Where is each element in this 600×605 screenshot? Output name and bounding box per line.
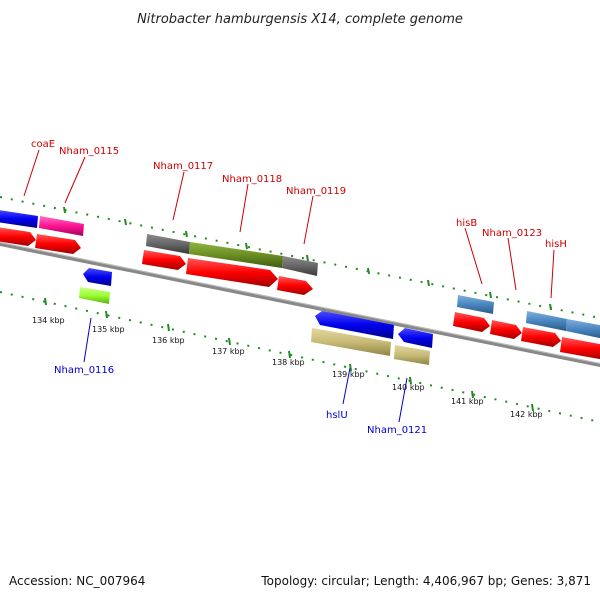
tick-label-135: 135 kbp [92, 325, 125, 334]
ruler-upper-tick [306, 254, 309, 262]
ruler-lower-tick [167, 323, 170, 332]
cds-hisB-arrow[interactable] [453, 312, 490, 332]
ruler-upper-major-ticks [63, 206, 552, 311]
gene-label-hisH: hisH [545, 239, 567, 250]
cds-hslU-arrow[interactable] [315, 311, 394, 339]
gene-label-nham0118: Nham_0118 [222, 174, 282, 185]
ruler-upper-tick [124, 218, 127, 226]
ruler-upper-tick [367, 267, 370, 275]
gene-nham0117-feature[interactable] [146, 234, 190, 254]
footer-summary: Topology: circular; Length: 4,406,967 bp… [260, 574, 591, 588]
leader-nham0118 [239, 183, 249, 233]
ruler-lower-tick [44, 297, 47, 306]
cds-nham0117-arrow[interactable] [142, 250, 186, 270]
top-label-leaders [23, 149, 555, 299]
features-upper-row [0, 210, 600, 339]
gene-nham0116-feature[interactable] [79, 287, 110, 304]
ruler-upper-tick [427, 279, 430, 287]
leader-coaE [23, 149, 40, 197]
gene-hslU-feature[interactable] [311, 328, 391, 356]
cds-nham0116-arrow[interactable] [83, 268, 112, 286]
cds-hisH-arrow[interactable] [521, 327, 561, 347]
genome-backbone-highlight [0, 241, 600, 365]
gene-label-nham0115: Nham_0115 [59, 146, 119, 157]
leader-nham0123 [507, 237, 517, 291]
ruler-lower-tick [288, 350, 291, 359]
gene-label-nham0121: Nham_0121 [367, 425, 427, 436]
cds-nham0119-arrow[interactable] [277, 276, 313, 295]
ruler-upper-tick [245, 242, 248, 250]
gene-nham0121-feature[interactable] [394, 345, 430, 365]
cds-arrows-row [0, 227, 600, 360]
gene-label-nham0119: Nham_0119 [286, 186, 346, 197]
leader-hslU [342, 367, 351, 405]
cds-coaE-arrow[interactable] [0, 227, 36, 246]
leader-nham0121 [398, 377, 408, 423]
ruler-lower-tick [105, 310, 108, 319]
tick-label-140: 140 kbp [392, 383, 425, 392]
ruler-lower-tick [349, 363, 352, 372]
cds-nham0121-arrow[interactable] [398, 328, 433, 348]
cds-nham0123-arrow[interactable] [490, 320, 522, 339]
tick-label-141: 141 kbp [451, 397, 484, 406]
gene-hisB-feature[interactable] [457, 295, 494, 314]
gene-nham0119-feature[interactable] [282, 256, 318, 276]
ruler-upper-tick [489, 291, 492, 299]
tick-label-136: 136 kbp [152, 336, 185, 345]
cds-next-arrow[interactable] [560, 337, 600, 360]
ruler-lower-tick [471, 390, 474, 399]
tick-label-138: 138 kbp [272, 358, 305, 367]
genome-backbone [0, 241, 600, 368]
ruler-upper-tick [185, 230, 188, 238]
leader-hisB [464, 227, 483, 285]
bottom-label-leaders [83, 317, 408, 423]
gene-label-nham0123: Nham_0123 [482, 228, 542, 239]
tick-label-142: 142 kbp [510, 410, 543, 419]
gene-label-nham0117: Nham_0117 [153, 161, 213, 172]
tick-label-134: 134 kbp [32, 316, 65, 325]
leader-nham0116 [83, 317, 92, 363]
gene-label-hisB: hisB [456, 218, 477, 229]
leader-nham0115 [64, 156, 86, 204]
ruler-lower-major-ticks [44, 297, 534, 412]
ruler-lower [0, 291, 600, 423]
leader-hisH [550, 249, 555, 299]
gene-nham0118-feature[interactable] [189, 242, 283, 268]
footer-accession: Accession: NC_007964 [9, 574, 145, 588]
ruler-lower-tick [531, 403, 534, 412]
ruler-lower-tick [409, 376, 412, 385]
ruler-upper-tick [549, 303, 552, 311]
gene-label-nham0116: Nham_0116 [54, 365, 114, 376]
leader-nham0119 [303, 195, 314, 245]
gene-nham0115-feature[interactable] [39, 216, 84, 236]
cds-nham0115-arrow[interactable] [35, 234, 81, 254]
cds-nham0118-arrow[interactable] [186, 258, 278, 287]
gene-hisH-feature-cont[interactable] [566, 319, 600, 339]
leader-nham0117 [172, 171, 185, 221]
gene-coaE-feature[interactable] [0, 210, 38, 228]
gene-label-hslU: hslU [326, 410, 348, 421]
ruler-upper-tick [63, 206, 66, 214]
ruler-lower-tick [228, 337, 231, 346]
features-lower-row [79, 268, 433, 365]
gene-label-coaE: coaE [31, 139, 55, 150]
map-title: Nitrobacter hamburgensis X14, complete g… [137, 12, 463, 27]
gene-hisH-feature[interactable] [526, 311, 567, 331]
tick-label-137: 137 kbp [212, 347, 245, 356]
